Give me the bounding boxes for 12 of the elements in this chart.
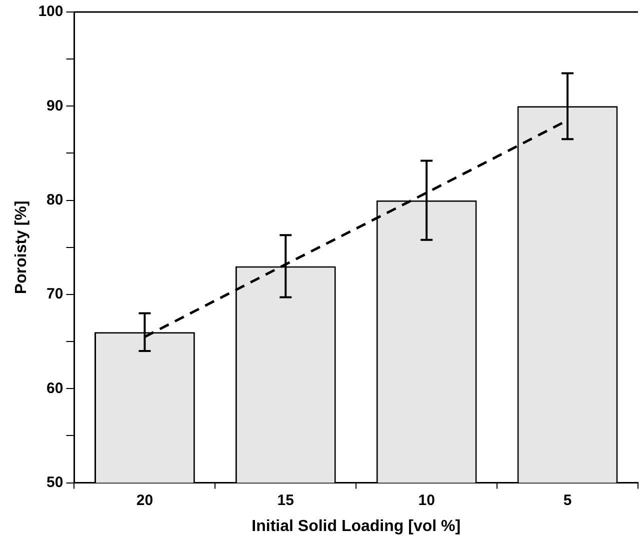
y-tick-label: 50: [46, 474, 64, 491]
y-tick-label: 100: [38, 3, 64, 20]
x-tick-label: 15: [277, 492, 294, 509]
y-tick-label: 60: [46, 380, 64, 397]
y-tick-label: 70: [46, 286, 64, 303]
x-tick-label: 20: [136, 492, 154, 509]
y-tick-label: 80: [46, 191, 64, 208]
x-tick-label: 10: [418, 492, 435, 509]
y-axis-title: Poroisty [%]: [13, 200, 30, 294]
x-axis-title: Initial Solid Loading [vol %]: [252, 518, 461, 535]
y-tick-label: 90: [46, 97, 64, 114]
x-tick-label: 5: [563, 492, 572, 509]
